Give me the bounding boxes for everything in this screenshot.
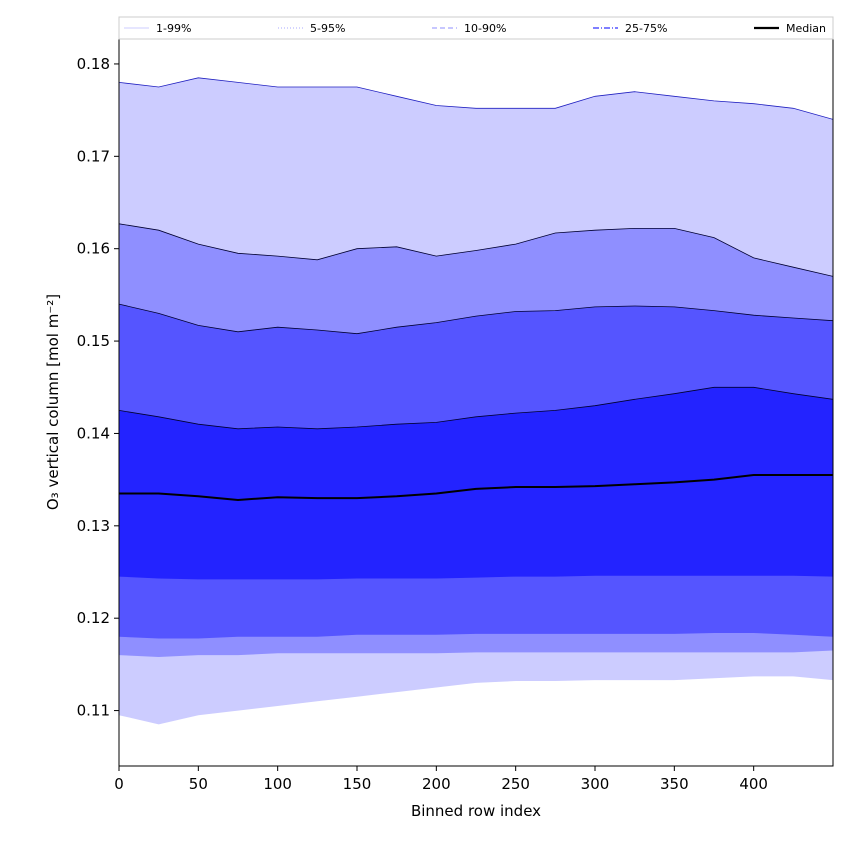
band-5-95-upper-line <box>119 223 833 277</box>
percentile-bands <box>119 77 833 725</box>
x-tick-label: 250 <box>501 775 530 793</box>
x-tick-label: 350 <box>660 775 689 793</box>
x-tick-label: 300 <box>581 775 610 793</box>
y-tick-label: 0.14 <box>77 424 110 442</box>
band-10-90-upper-line <box>119 303 833 335</box>
legend-label: 5-95% <box>310 22 345 35</box>
legend: 1-99% 5-95% 10-90% 25-75% Median <box>118 16 834 40</box>
legend-frame <box>118 16 834 40</box>
x-tick-label: 50 <box>189 775 208 793</box>
y-tick-label: 0.12 <box>77 609 110 627</box>
x-tick-label: 100 <box>263 775 292 793</box>
y-tick-label: 0.18 <box>77 55 110 73</box>
legend-label: 25-75% <box>625 22 667 35</box>
legend-label: 1-99% <box>156 22 191 35</box>
x-axis: 0 50 100 150 200 250 300 350 400 <box>114 766 768 793</box>
legend-label: 10-90% <box>464 22 506 35</box>
y-tick-label: 0.17 <box>77 147 110 165</box>
y-tick-label: 0.16 <box>77 240 110 258</box>
y-tick-label: 0.15 <box>77 332 110 350</box>
x-tick-label: 400 <box>739 775 768 793</box>
band-25-75 <box>119 387 833 580</box>
x-tick-label: 150 <box>343 775 372 793</box>
x-tick-label: 200 <box>422 775 451 793</box>
y-tick-label: 0.11 <box>77 702 110 720</box>
y-axis-title: O₃ vertical column [mol m⁻²] <box>44 294 62 510</box>
median-layer <box>119 474 833 502</box>
band-25-75-upper-line <box>119 386 833 430</box>
y-tick-label: 0.13 <box>77 517 110 535</box>
x-tick-label: 0 <box>114 775 124 793</box>
x-axis-title: Binned row index <box>411 802 541 820</box>
band-1-99-upper-line <box>119 77 833 120</box>
y-axis: 0.11 0.12 0.13 0.14 0.15 0.16 0.17 0.18 <box>77 55 119 720</box>
legend-label: Median <box>786 22 826 35</box>
median-line <box>119 474 833 502</box>
